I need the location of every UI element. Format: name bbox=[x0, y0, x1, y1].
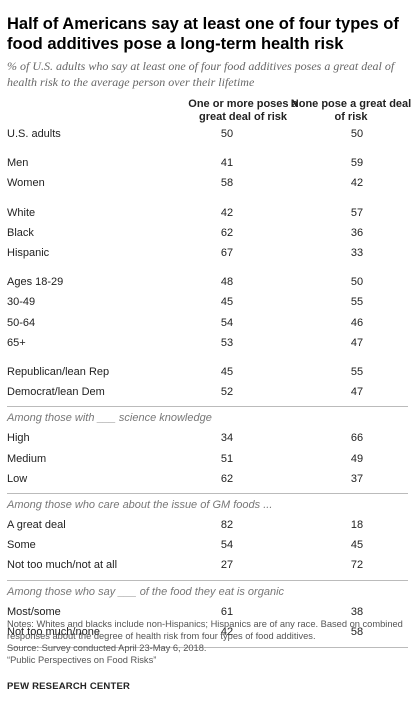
column-header-one-or-more: One or more poses a great deal of risk bbox=[188, 98, 298, 123]
row-label: Not too much/none bbox=[7, 625, 100, 638]
table-row: Men 41 59 bbox=[7, 153, 407, 173]
value-none: 42 bbox=[350, 177, 364, 190]
value-one-or-more: 61 bbox=[220, 605, 234, 618]
table-row: Black 62 36 bbox=[7, 223, 407, 243]
table-row: White 42 57 bbox=[7, 203, 407, 223]
table-row: 65+ 53 47 bbox=[7, 333, 407, 353]
value-one-or-more: 45 bbox=[220, 366, 234, 378]
section-divider bbox=[7, 406, 408, 408]
table-row: Low 62 37 bbox=[7, 469, 407, 489]
table-row: Democrat/lean Dem 52 47 bbox=[7, 382, 407, 402]
section-divider bbox=[7, 493, 408, 494]
value-one-or-more: 54 bbox=[220, 316, 234, 329]
value-one-or-more: 62 bbox=[220, 472, 234, 485]
value-none: 66 bbox=[350, 432, 364, 445]
section-heading: Among those with ___ science knowledge bbox=[7, 412, 212, 425]
table-row: U.S. adults 50 50 bbox=[7, 124, 407, 144]
value-one-or-more: 27 bbox=[220, 559, 234, 572]
value-one-or-more: 45 bbox=[220, 296, 234, 309]
notes-text: Notes: Whites and blacks include non-His… bbox=[7, 619, 403, 641]
row-label: Black bbox=[7, 226, 34, 239]
table-row: 50-64 54 46 bbox=[7, 313, 407, 333]
row-label: Most/some bbox=[7, 605, 61, 618]
value-none: 55 bbox=[350, 296, 364, 309]
value-none: 59 bbox=[350, 157, 364, 170]
value-none: 38 bbox=[350, 605, 364, 618]
value-one-or-more: 42 bbox=[220, 625, 234, 638]
value-none: 33 bbox=[350, 247, 364, 259]
value-one-or-more: 82 bbox=[220, 519, 234, 531]
brand-logo-text: PEW RESEARCH CENTER bbox=[7, 681, 131, 692]
value-none: 55 bbox=[350, 366, 364, 378]
row-label: 65+ bbox=[7, 336, 26, 349]
table-row: Not too much/none 42 58 bbox=[7, 622, 407, 642]
value-none: 47 bbox=[350, 386, 364, 399]
value-one-or-more: 58 bbox=[220, 177, 234, 190]
row-label: Ages 18-29 bbox=[7, 276, 64, 289]
value-none: 49 bbox=[350, 452, 364, 465]
value-one-or-more: 52 bbox=[220, 386, 234, 399]
row-label: Hispanic bbox=[7, 247, 50, 259]
value-one-or-more: 54 bbox=[220, 539, 234, 552]
table-bottom-divider bbox=[7, 647, 408, 648]
value-none: 36 bbox=[350, 226, 364, 239]
value-none: 46 bbox=[350, 316, 364, 329]
value-none: 57 bbox=[350, 206, 364, 219]
table-row: 30-49 45 55 bbox=[7, 292, 407, 312]
value-none: 37 bbox=[350, 472, 364, 485]
row-label: Democrat/lean Dem bbox=[7, 386, 105, 399]
row-label: Medium bbox=[7, 452, 47, 465]
row-label: 50-64 bbox=[7, 316, 36, 329]
value-none: 45 bbox=[350, 539, 364, 552]
table-row: Some 54 45 bbox=[7, 535, 407, 555]
value-none: 18 bbox=[350, 519, 364, 531]
table-row: Most/some 61 38 bbox=[7, 602, 407, 622]
value-none: 50 bbox=[350, 128, 364, 140]
section-heading: Among those who say ___ of the food they… bbox=[7, 585, 285, 598]
value-none: 58 bbox=[350, 625, 364, 638]
row-label: 30-49 bbox=[7, 296, 36, 309]
report-title: “Public Perspectives on Food Risks” bbox=[7, 655, 157, 665]
table-row: Women 58 42 bbox=[7, 173, 407, 193]
chart-notes: Notes: Whites and blacks include non-His… bbox=[7, 618, 411, 666]
value-none: 50 bbox=[350, 276, 364, 289]
table-row: Medium 51 49 bbox=[7, 449, 407, 469]
row-label: White bbox=[7, 206, 36, 219]
row-label: Low bbox=[7, 472, 28, 485]
value-one-or-more: 41 bbox=[220, 157, 234, 170]
table-row: A great deal 82 18 bbox=[7, 515, 407, 535]
row-label: Not too much/not at all bbox=[7, 559, 118, 572]
value-one-or-more: 62 bbox=[220, 226, 234, 239]
table-row: Hispanic 67 33 bbox=[7, 243, 407, 263]
table-row: High 34 66 bbox=[7, 428, 407, 448]
row-label: U.S. adults bbox=[7, 128, 61, 140]
value-one-or-more: 42 bbox=[220, 206, 234, 219]
row-label: High bbox=[7, 432, 30, 445]
table-row: Not too much/not at all 27 72 bbox=[7, 555, 407, 575]
value-one-or-more: 53 bbox=[220, 336, 234, 349]
value-none: 47 bbox=[350, 336, 364, 349]
chart-subtitle: % of U.S. adults who say at least one of… bbox=[7, 59, 395, 89]
section-heading: Among those who care about the issue of … bbox=[7, 499, 273, 511]
value-one-or-more: 48 bbox=[220, 276, 234, 289]
row-label: Republican/lean Rep bbox=[7, 366, 110, 378]
table-row: Republican/lean Rep 45 55 bbox=[7, 362, 407, 382]
source-text: Source: Survey conducted April 23-May 6,… bbox=[7, 643, 207, 653]
row-label: Women bbox=[7, 177, 45, 190]
row-label: Some bbox=[7, 539, 36, 552]
chart-title: Half of Americans say at least one of fo… bbox=[7, 15, 399, 53]
value-one-or-more: 51 bbox=[220, 452, 234, 465]
value-one-or-more: 34 bbox=[220, 432, 234, 445]
column-header-none: None pose a great deal of risk bbox=[290, 98, 412, 123]
section-divider bbox=[7, 579, 408, 581]
value-one-or-more: 50 bbox=[220, 128, 234, 140]
table-row: Ages 18-29 48 50 bbox=[7, 272, 407, 292]
row-label: A great deal bbox=[7, 519, 66, 531]
value-none: 72 bbox=[350, 559, 364, 572]
row-label: Men bbox=[7, 157, 29, 170]
value-one-or-more: 67 bbox=[220, 247, 234, 259]
